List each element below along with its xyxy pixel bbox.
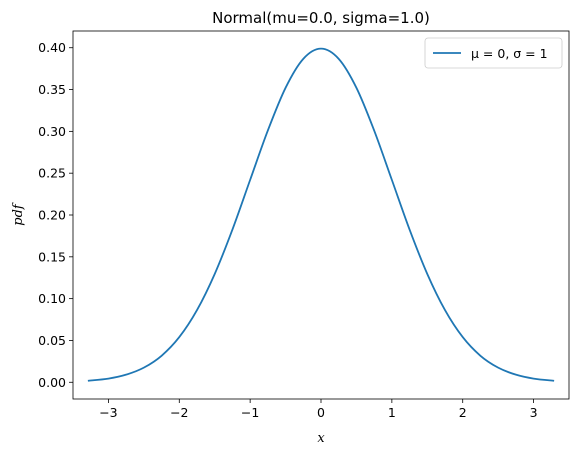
x-tick-label: −3 <box>99 405 117 420</box>
y-axis: 0.00 0.05 0.10 0.15 0.20 0.25 0.30 0.35 0.40 <box>38 40 73 390</box>
series-layer <box>87 47 555 382</box>
y-tick-label: 0.40 <box>38 40 66 55</box>
x-tick-label: −1 <box>241 405 259 420</box>
y-tick-label: 0.15 <box>38 249 66 264</box>
legend-label: μ = 0, σ = 1 <box>471 46 548 61</box>
y-axis-label: pdf <box>11 202 26 226</box>
y-tick-label: 0.25 <box>38 166 66 181</box>
y-tick-label: 0.35 <box>38 82 66 97</box>
x-tick-label: 0 <box>317 405 325 420</box>
x-tick-label: 3 <box>530 405 538 420</box>
y-tick-label: 0.05 <box>38 333 66 348</box>
plot-area <box>72 30 570 400</box>
x-axis-label: x <box>317 431 325 446</box>
x-tick-label: 2 <box>459 405 467 420</box>
x-axis: −3 −2 −1 0 1 2 3 <box>99 399 538 420</box>
y-tick-label: 0.10 <box>38 291 66 306</box>
x-tick-label: −2 <box>170 405 188 420</box>
legend: μ = 0, σ = 1 <box>424 37 563 69</box>
legend-box <box>424 37 563 69</box>
series-line <box>87 47 555 382</box>
x-tick-label: 1 <box>388 405 396 420</box>
y-tick-label: 0.00 <box>38 375 66 390</box>
y-tick-label: 0.20 <box>38 208 66 223</box>
chart-title: Normal(mu=0.0, sigma=1.0) <box>212 9 430 27</box>
y-tick-label: 0.30 <box>38 124 66 139</box>
